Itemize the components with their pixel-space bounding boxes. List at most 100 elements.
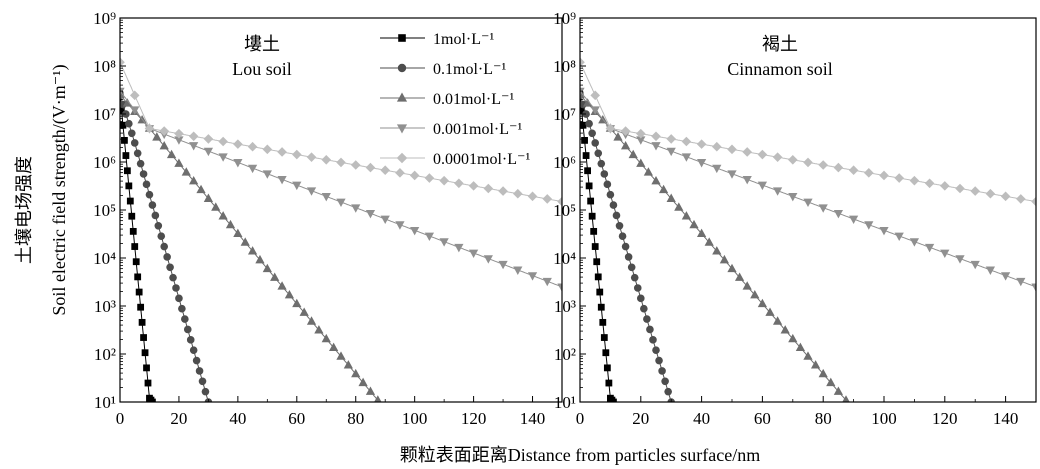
data-point	[218, 136, 228, 147]
data-point	[203, 134, 214, 144]
data-point	[468, 249, 479, 258]
data-point	[134, 273, 142, 281]
data-point	[247, 141, 258, 152]
data-point	[292, 298, 302, 308]
legend-item-2: 0.1mol·L⁻¹	[380, 61, 506, 78]
data-point	[585, 119, 593, 128]
x-tick-label: 120	[461, 409, 487, 428]
data-point	[624, 253, 633, 261]
data-point	[140, 334, 147, 341]
data-point	[590, 227, 598, 235]
data-point	[643, 167, 654, 176]
data-point	[628, 149, 638, 159]
data-point	[640, 304, 648, 313]
data-point	[192, 356, 201, 365]
data-point	[174, 158, 184, 167]
data-point	[174, 136, 184, 145]
x-tick-label: 140	[520, 409, 546, 428]
data-point	[255, 254, 265, 264]
data-point	[351, 204, 361, 213]
data-point	[343, 360, 353, 369]
data-point	[842, 395, 850, 402]
data-point	[121, 136, 128, 144]
data-point	[380, 215, 390, 225]
data-point	[218, 211, 228, 220]
panel-title-en: Lou soil	[232, 59, 292, 79]
data-point	[129, 227, 137, 235]
data-point	[122, 152, 130, 159]
data-point	[166, 149, 177, 159]
data-point	[940, 181, 950, 191]
data-point	[233, 159, 243, 168]
x-tick-label: 80	[347, 409, 364, 428]
data-point	[593, 258, 601, 266]
y-tick-label: 10⁷	[553, 105, 576, 124]
data-point	[233, 228, 243, 238]
data-point	[125, 119, 133, 128]
y-tick-label: 10⁴	[553, 249, 576, 268]
data-point	[651, 142, 661, 151]
x-tick-label: 120	[932, 409, 958, 428]
y-tick-label: 10⁸	[93, 57, 116, 76]
data-point	[582, 110, 590, 118]
data-point	[894, 173, 904, 183]
data-point	[225, 219, 236, 229]
data-point	[160, 242, 168, 251]
data-point	[651, 176, 661, 185]
data-point	[584, 167, 591, 175]
legend: 1mol·L⁻¹ 0.1mol·L⁻¹ 0.01mol·L⁻¹ 0.001mol·L⁻…	[380, 31, 530, 168]
y-tick-label: 10²	[554, 345, 576, 364]
data-point	[163, 253, 171, 261]
data-point	[742, 281, 752, 290]
legend-marker	[396, 92, 408, 102]
data-point	[233, 139, 243, 149]
data-point	[1016, 277, 1026, 287]
data-point	[627, 263, 636, 272]
data-point	[169, 273, 177, 282]
data-point	[605, 379, 613, 387]
data-point	[833, 386, 844, 395]
data-point	[144, 379, 152, 387]
data-point	[195, 367, 204, 375]
data-point	[803, 157, 813, 168]
data-point	[483, 183, 494, 194]
data-point	[120, 57, 125, 67]
data-point	[605, 123, 616, 134]
data-point	[395, 168, 405, 178]
data-point	[358, 377, 368, 387]
y-tick-label: 10⁶	[553, 153, 576, 172]
data-point	[277, 176, 287, 185]
data-point	[610, 398, 617, 402]
data-point	[602, 349, 610, 357]
data-point	[542, 194, 553, 204]
data-point	[600, 170, 609, 178]
data-point	[765, 307, 775, 316]
series-1	[120, 91, 156, 402]
data-point	[597, 159, 606, 168]
data-point	[621, 242, 630, 251]
data-point	[129, 90, 140, 101]
data-point	[137, 303, 145, 311]
data-point	[306, 187, 317, 196]
data-point	[247, 164, 258, 174]
data-point	[924, 178, 935, 189]
data-point	[719, 254, 730, 264]
y-tick-label: 10⁵	[553, 201, 576, 220]
x-tick-label: 0	[116, 409, 125, 428]
data-point	[848, 215, 859, 225]
series-3	[580, 89, 850, 402]
legend-item-4: 0.001mol·L⁻¹	[380, 121, 522, 138]
data-point	[247, 246, 258, 255]
data-point	[848, 165, 859, 176]
data-point	[306, 152, 317, 162]
data-point	[148, 201, 157, 209]
data-point	[630, 273, 639, 282]
data-point	[284, 289, 295, 299]
data-point	[585, 182, 593, 190]
x-tick-label: 60	[754, 409, 771, 428]
y-tick-label: 10³	[94, 297, 116, 316]
data-point	[498, 186, 508, 196]
data-point	[159, 140, 169, 150]
data-point	[580, 57, 585, 67]
data-point	[262, 170, 272, 179]
